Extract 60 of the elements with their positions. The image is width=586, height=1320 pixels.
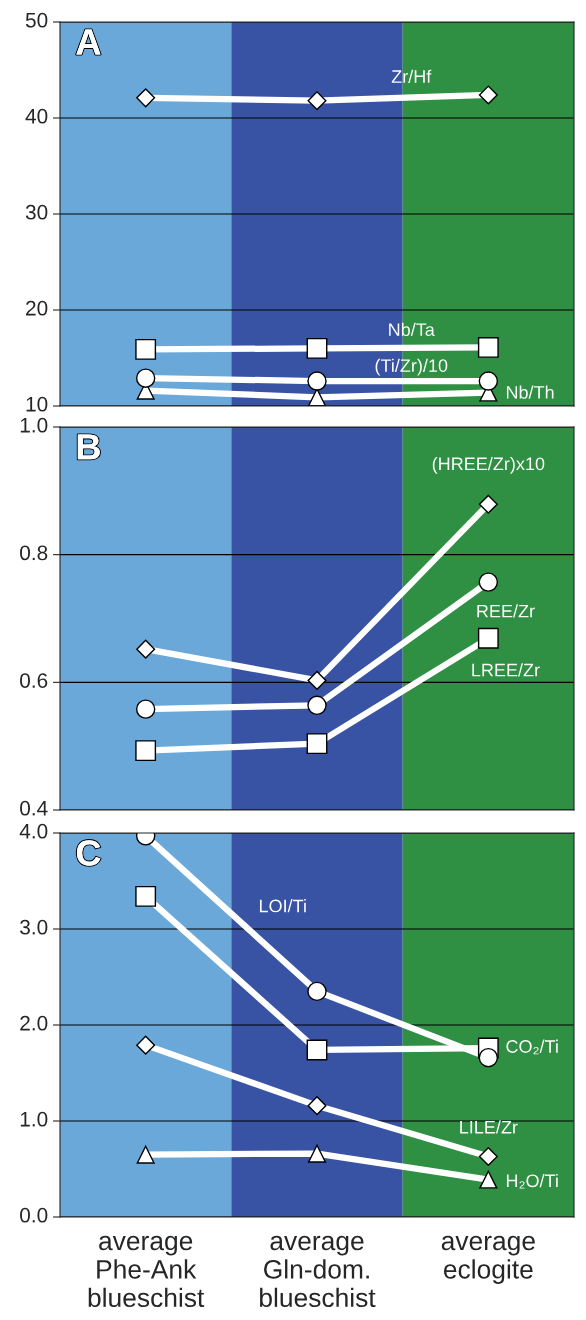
series-label: Nb/Th: [506, 385, 554, 399]
y-tick-label: 30: [25, 204, 48, 220]
series-label: Zr/Hf: [391, 69, 432, 83]
point: [478, 572, 499, 592]
series-label: LOI/Ti: [259, 899, 306, 913]
x-tick-label: average eclogite: [441, 1235, 535, 1284]
x-tick-label: average Phe-Ank blueschist: [88, 1235, 205, 1308]
series-label: LILE/Zr: [460, 1120, 518, 1134]
y-tick-label: 50: [25, 12, 48, 28]
point: [478, 371, 499, 391]
series-label: REE/Zr: [477, 604, 535, 618]
series-label: H₂O/Ti: [506, 1173, 558, 1189]
y-tick-label: 10: [26, 396, 48, 412]
point: [307, 371, 327, 391]
point: [135, 885, 157, 907]
y-tick-label: 2.0: [20, 1015, 48, 1031]
point: [477, 337, 499, 358]
annotation: A: [76, 29, 101, 55]
series-label: Nb/Ta: [389, 322, 435, 337]
point: [307, 91, 327, 111]
point: [136, 639, 156, 659]
point: [478, 494, 498, 514]
point: [135, 740, 157, 762]
point: [136, 1035, 156, 1055]
series-label: (HREE/Zr)x10: [432, 456, 545, 474]
series-label: (Ti/Zr)/10: [375, 358, 448, 376]
point: [135, 699, 156, 719]
series-label: LREE/Zr: [472, 663, 540, 677]
point: [306, 733, 328, 755]
annotation: B: [77, 434, 100, 460]
point: [307, 1096, 327, 1116]
point: [307, 670, 327, 690]
point: [478, 1047, 499, 1068]
annotation: C: [76, 840, 101, 866]
y-tick-label: 1.0: [20, 417, 48, 433]
y-tick-label: 20: [26, 300, 48, 316]
point: [307, 1144, 327, 1163]
point: [136, 88, 156, 108]
point: [478, 1146, 498, 1167]
point: [306, 337, 328, 359]
y-tick-label: 1.0: [20, 1111, 48, 1127]
point: [306, 1039, 328, 1061]
point: [477, 627, 499, 649]
series-label: CO₂/Ti: [506, 1039, 558, 1055]
y-tick-label: 40: [25, 108, 48, 124]
y-tick-label: 4.0: [19, 823, 48, 839]
y-tick-label: 3.0: [20, 919, 48, 935]
point: [135, 338, 157, 360]
point: [479, 1170, 498, 1189]
y-tick-label: 0.6: [20, 673, 48, 688]
point: [135, 368, 156, 388]
point: [307, 981, 327, 1002]
point: [307, 695, 327, 716]
x-tick-label: average Gln-dom. blueschist: [260, 1235, 376, 1308]
point: [307, 388, 327, 406]
point: [478, 85, 498, 105]
y-tick-label: 0.0: [20, 1207, 48, 1223]
point: [136, 1145, 155, 1164]
y-tick-label: 0.8: [20, 545, 48, 561]
y-tick-label: 0.4: [20, 800, 48, 816]
